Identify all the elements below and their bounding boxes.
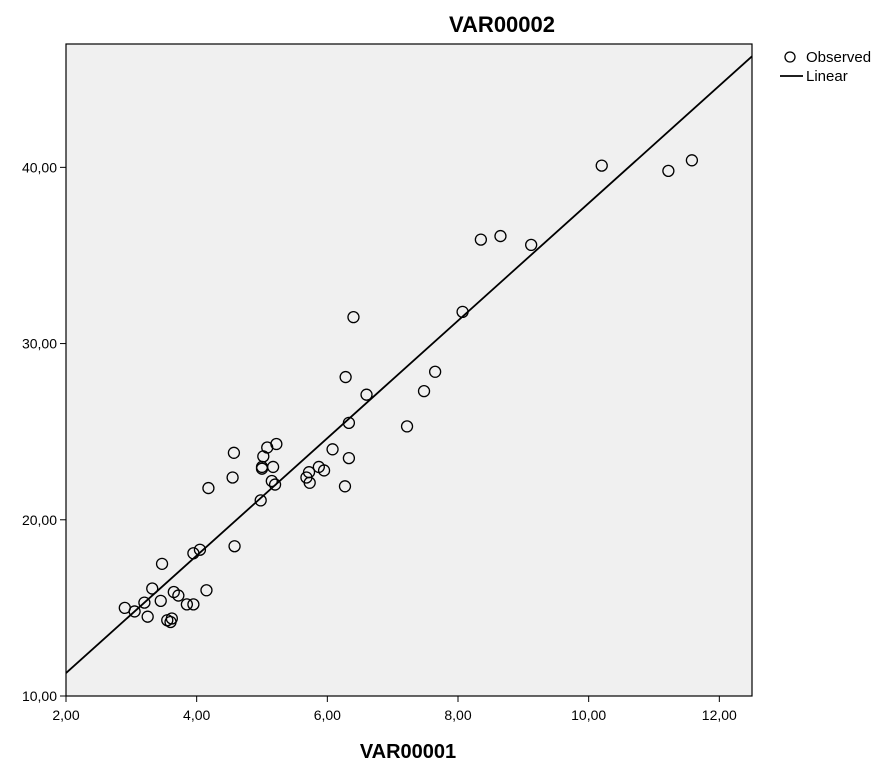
data-point bbox=[662, 164, 675, 178]
x-axis: 2,00 4,00 6,00 8,00 10,00 12,00 bbox=[52, 696, 737, 723]
data-point bbox=[180, 598, 194, 611]
data-point bbox=[417, 384, 431, 398]
data-point bbox=[193, 543, 207, 556]
x-tick-label: 8,00 bbox=[444, 707, 471, 723]
y-tick-label: 10,00 bbox=[22, 688, 57, 704]
data-point bbox=[595, 159, 608, 172]
data-point bbox=[155, 557, 169, 570]
points-layer bbox=[118, 154, 699, 629]
data-point bbox=[200, 584, 213, 597]
data-point bbox=[138, 596, 151, 609]
data-point bbox=[338, 480, 352, 493]
legend-observed-marker bbox=[784, 51, 796, 63]
legend-observed-label: Observed bbox=[806, 49, 871, 66]
data-point bbox=[342, 416, 356, 430]
data-point bbox=[227, 446, 241, 459]
data-point bbox=[254, 494, 267, 507]
data-point bbox=[317, 464, 331, 477]
data-point bbox=[456, 305, 469, 318]
data-point bbox=[339, 370, 352, 384]
data-point bbox=[326, 443, 339, 456]
data-point bbox=[187, 547, 200, 560]
data-point bbox=[146, 582, 159, 595]
data-point bbox=[347, 310, 360, 324]
data-point bbox=[270, 437, 283, 451]
data-point bbox=[342, 451, 356, 465]
y-axis: 10,00 20,00 30,00 40,00 bbox=[22, 159, 66, 704]
chart-title: VAR00002 bbox=[449, 12, 555, 37]
data-point bbox=[685, 154, 699, 167]
data-point bbox=[154, 594, 167, 607]
data-point bbox=[141, 610, 154, 623]
data-point bbox=[265, 474, 278, 488]
data-point bbox=[268, 478, 282, 491]
data-point bbox=[172, 589, 185, 602]
data-point bbox=[400, 420, 414, 433]
data-point bbox=[494, 229, 507, 243]
y-tick-label: 40,00 bbox=[22, 159, 57, 175]
legend: Observed Linear bbox=[780, 49, 871, 85]
y-tick-label: 20,00 bbox=[22, 512, 57, 528]
data-point bbox=[202, 481, 215, 495]
fit-line-layer bbox=[65, 55, 753, 674]
legend-linear-label: Linear bbox=[806, 68, 848, 85]
fit-line-linear bbox=[65, 55, 753, 674]
plot-area bbox=[66, 44, 752, 696]
x-tick-label: 12,00 bbox=[702, 707, 737, 723]
data-point bbox=[187, 598, 200, 611]
data-point bbox=[428, 365, 442, 378]
x-tick-label: 2,00 bbox=[52, 707, 79, 723]
y-tick-label: 30,00 bbox=[22, 336, 57, 352]
data-point bbox=[360, 388, 373, 401]
x-tick-label: 6,00 bbox=[314, 707, 341, 723]
plot-frame bbox=[65, 43, 753, 697]
data-point bbox=[165, 612, 178, 625]
data-point bbox=[226, 471, 239, 484]
data-point bbox=[303, 476, 316, 489]
data-point bbox=[228, 540, 241, 553]
x-tick-label: 10,00 bbox=[571, 707, 606, 723]
data-point bbox=[128, 605, 141, 618]
data-point bbox=[266, 460, 280, 474]
data-point bbox=[474, 233, 488, 246]
data-point bbox=[525, 238, 538, 252]
x-tick-label: 4,00 bbox=[183, 707, 210, 723]
x-axis-title: VAR00001 bbox=[360, 741, 456, 763]
